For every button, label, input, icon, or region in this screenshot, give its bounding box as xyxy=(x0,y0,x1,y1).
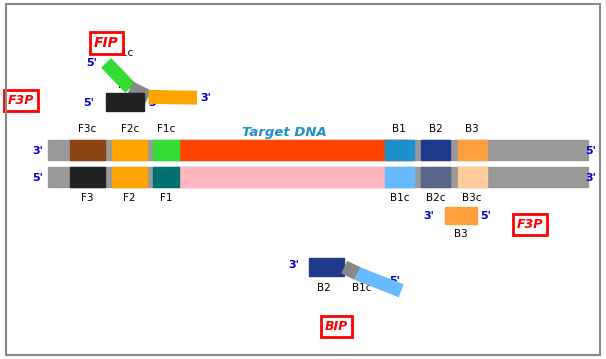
Text: B3c: B3c xyxy=(462,193,482,203)
Text: 5': 5' xyxy=(86,58,97,68)
Text: B2c: B2c xyxy=(426,193,445,203)
Text: 3': 3' xyxy=(585,173,596,183)
Bar xyxy=(458,140,487,160)
Bar xyxy=(112,140,147,160)
Bar xyxy=(70,140,105,160)
Bar xyxy=(421,140,450,160)
Bar xyxy=(70,167,105,187)
Text: 5': 5' xyxy=(481,211,491,222)
Text: B1c: B1c xyxy=(390,193,409,203)
Text: Target DNA: Target DNA xyxy=(242,126,327,139)
Bar xyxy=(153,167,179,187)
Text: 3': 3' xyxy=(288,260,299,270)
Text: B2: B2 xyxy=(429,123,442,134)
Text: B3: B3 xyxy=(465,123,479,134)
Text: F2c: F2c xyxy=(121,123,139,134)
Text: F3P: F3P xyxy=(517,218,544,231)
Text: 5': 5' xyxy=(585,146,596,157)
Text: F3: F3 xyxy=(81,193,93,203)
Text: F2: F2 xyxy=(124,193,136,203)
Bar xyxy=(48,140,588,160)
Text: F1c: F1c xyxy=(157,123,175,134)
Bar xyxy=(112,167,147,187)
Text: F3P: F3P xyxy=(8,94,35,107)
Text: 5': 5' xyxy=(390,276,401,286)
Bar xyxy=(106,93,144,111)
Text: F1: F1 xyxy=(160,193,172,203)
Text: B1: B1 xyxy=(393,123,406,134)
Bar xyxy=(458,167,487,187)
Text: B1c: B1c xyxy=(352,283,371,293)
Text: F2: F2 xyxy=(150,90,163,101)
Text: 3': 3' xyxy=(423,211,434,222)
Text: F1c: F1c xyxy=(115,48,133,58)
Text: 5': 5' xyxy=(83,98,94,108)
Bar xyxy=(179,167,406,187)
Bar xyxy=(385,167,414,187)
Bar xyxy=(421,167,450,187)
Text: 3': 3' xyxy=(148,98,159,108)
Bar xyxy=(153,140,179,160)
Bar xyxy=(385,140,414,160)
Text: F3c: F3c xyxy=(78,123,96,134)
Text: 3': 3' xyxy=(32,146,43,157)
Bar xyxy=(445,207,477,224)
Text: 5': 5' xyxy=(32,173,43,183)
Bar xyxy=(179,140,406,160)
Text: BIP: BIP xyxy=(325,320,348,333)
Text: B3: B3 xyxy=(454,229,468,239)
Text: 3': 3' xyxy=(200,93,211,103)
Text: B2: B2 xyxy=(318,283,331,293)
Bar xyxy=(48,167,588,187)
Text: FIP: FIP xyxy=(94,36,118,50)
Bar xyxy=(309,258,344,276)
Text: F 3: F 3 xyxy=(118,80,133,90)
